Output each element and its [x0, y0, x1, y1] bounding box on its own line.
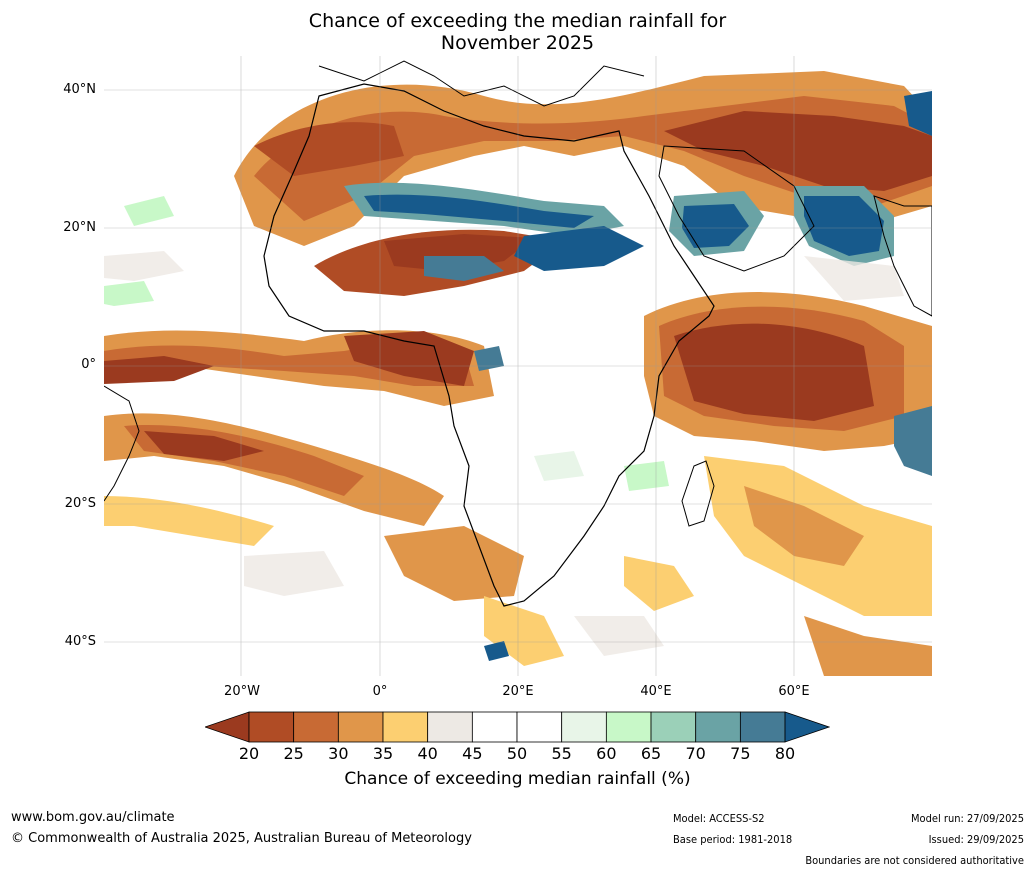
footer-base-period: Base period: 1981-2018	[673, 833, 793, 846]
lon-label-60e: 60°E	[778, 684, 810, 699]
colorbar-cell	[248, 711, 295, 743]
title-line-2: November 2025	[440, 32, 595, 54]
colorbar-cell	[739, 711, 786, 743]
arabia-coastline	[658, 145, 815, 272]
footer-model: Model: ACCESS-S2	[673, 812, 765, 825]
colorbar-tick-label: 55	[551, 744, 572, 763]
lon-label-20w: 20°W	[224, 684, 260, 699]
lat-label-40s: 40°S	[64, 634, 96, 649]
map-canvas	[104, 56, 932, 676]
colorbar-cell	[605, 711, 652, 743]
colorbar-tick-label: 60	[596, 744, 617, 763]
footer-url[interactable]: www.bom.gov.au/climate	[11, 810, 175, 825]
lon-label-0: 0°	[372, 684, 388, 699]
colorbar-cell	[516, 711, 563, 743]
africa-coastline	[263, 83, 715, 607]
colorbar-tick-label: 80	[774, 744, 796, 763]
colorbar-cell	[337, 711, 384, 743]
footer-issued: Issued: 29/09/2025	[928, 833, 1024, 846]
colorbar-tick-label: 30	[328, 744, 349, 763]
south-america-coastline	[104, 385, 140, 502]
europe-coastline	[318, 60, 645, 107]
madagascar-coastline	[681, 460, 715, 527]
colorbar-extend-low	[205, 711, 250, 743]
colorbar-cell	[695, 711, 741, 743]
colorbar-cell	[382, 711, 429, 743]
lat-label-20n: 20°N	[63, 220, 96, 235]
colorbar-cell	[427, 711, 473, 743]
colorbar-tick-label: 20	[238, 744, 260, 763]
footer-model-run: Model run: 27/09/2025	[911, 812, 1024, 825]
footer-disclaimer: Boundaries are not considered authoritat…	[805, 854, 1024, 867]
lat-label-20s: 20°S	[64, 496, 96, 511]
lon-label-20e: 20°E	[502, 684, 534, 699]
footer-copyright: © Commonwealth of Australia 2025, Austra…	[11, 831, 472, 846]
map-title: Chance of exceeding the median rainfall …	[0, 10, 1035, 54]
colorbar-tick-label: 75	[730, 744, 751, 763]
colorbar-tick-label: 40	[417, 744, 438, 763]
colorbar-cell	[561, 711, 607, 743]
colorbar-cell	[471, 711, 518, 743]
title-line-1: Chance of exceeding the median rainfall …	[308, 10, 727, 32]
graticule	[104, 56, 932, 676]
colorbar-tick-label: 45	[462, 744, 483, 763]
india-coastline	[873, 195, 932, 317]
colorbar-extend-high	[784, 711, 830, 743]
lat-label-40n: 40°N	[63, 82, 96, 97]
colorbar-title: Chance of exceeding median rainfall (%)	[344, 769, 691, 789]
lon-label-40e: 40°E	[640, 684, 672, 699]
colorbar-tick-label: 25	[283, 744, 304, 763]
colorbar-tick-label: 50	[506, 744, 528, 763]
colorbar-tick-label: 65	[640, 744, 662, 763]
neutral-regions	[104, 251, 904, 656]
colorbar-tick-label: 35	[372, 744, 394, 763]
colorbar	[205, 711, 830, 743]
colorbar-cell	[293, 711, 339, 743]
wet-anomaly-regions	[104, 91, 932, 661]
rainfall-map	[104, 56, 932, 676]
lat-label-0: 0°	[81, 357, 96, 372]
colorbar-tick-label: 70	[685, 744, 706, 763]
colorbar-cell	[650, 711, 697, 743]
